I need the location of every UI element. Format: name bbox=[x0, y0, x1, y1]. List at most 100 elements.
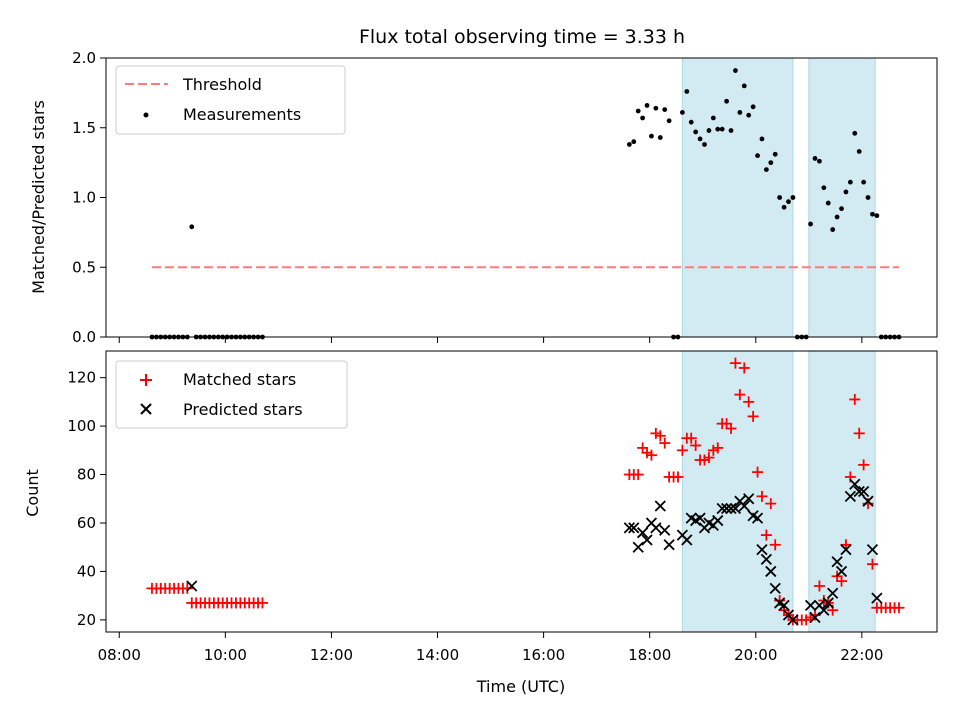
bottom-legend: Matched stars Predicted stars bbox=[115, 360, 348, 429]
measurement-point bbox=[684, 89, 690, 94]
measurements-points bbox=[149, 68, 902, 340]
bottom-y-ticks: 20 40 60 80 100 120 bbox=[67, 369, 106, 629]
legend-matched-label: Matched stars bbox=[183, 370, 296, 389]
predicted-star-point bbox=[186, 580, 198, 592]
predicted-star-point bbox=[827, 587, 839, 599]
bottom-y-tick-label: 120 bbox=[67, 369, 96, 387]
predicted-star-point bbox=[840, 544, 852, 556]
measurement-point bbox=[724, 98, 729, 104]
legend-measurements-swatch bbox=[143, 112, 149, 118]
top-chart-title: Flux total observing time = 3.33 h bbox=[359, 26, 685, 48]
shaded-interval-2 bbox=[808, 57, 876, 338]
matched-star-point bbox=[853, 427, 865, 439]
top-y-tick-label: 1.5 bbox=[72, 119, 96, 137]
predicted-star-point bbox=[654, 500, 666, 512]
measurement-point bbox=[728, 128, 734, 133]
legend-predicted-label: Predicted stars bbox=[183, 400, 303, 419]
top-y-axis-label: Matched/Predicted stars bbox=[29, 100, 48, 294]
measurement-point bbox=[697, 136, 703, 142]
measurement-point bbox=[710, 115, 716, 121]
measurement-point bbox=[843, 189, 849, 195]
bottom-y-tick-label: 60 bbox=[77, 514, 96, 532]
measurement-point bbox=[839, 206, 844, 212]
top-panel: 0.00.51.01.52.0 Matched/Predicted stars … bbox=[29, 49, 938, 346]
top-x-ticks bbox=[118, 337, 863, 343]
bottom-x-ticks: 08:00 10:00 12:00 14:00 16:00 18:00 20:00 22:00 bbox=[98, 632, 883, 664]
measurement-point bbox=[808, 221, 813, 227]
measurement-point bbox=[755, 153, 760, 159]
bottom-axes-frame bbox=[105, 350, 938, 633]
matched-star-point bbox=[893, 602, 905, 614]
measurement-point bbox=[790, 195, 796, 200]
top-y-tick-label: 1.0 bbox=[72, 189, 96, 207]
measurement-point bbox=[706, 128, 712, 133]
predicted-star-point bbox=[822, 597, 834, 609]
measurement-point bbox=[825, 200, 831, 206]
measurement-point bbox=[865, 195, 871, 200]
predicted-star-point bbox=[818, 604, 830, 616]
measurement-point bbox=[777, 195, 783, 200]
bottom-x-tick-label: 18:00 bbox=[628, 646, 671, 664]
matched-star-point bbox=[734, 389, 746, 401]
measurement-point bbox=[631, 139, 637, 145]
matched-star-point bbox=[632, 469, 644, 481]
predicted-star-point bbox=[787, 614, 799, 626]
measurement-point bbox=[189, 224, 195, 230]
predicted-star-point bbox=[849, 478, 861, 490]
matched-star-point bbox=[756, 490, 768, 502]
matched-stars-points bbox=[146, 357, 905, 626]
measurement-point bbox=[653, 105, 659, 111]
predicted-star-point bbox=[756, 544, 768, 556]
measurement-point bbox=[737, 110, 743, 115]
measurement-point bbox=[852, 130, 858, 136]
predicted-star-point bbox=[738, 500, 750, 512]
predicted-star-point bbox=[720, 502, 733, 515]
matched-star-point bbox=[676, 444, 688, 456]
measurement-point bbox=[812, 156, 818, 161]
measurement-point bbox=[874, 213, 880, 219]
measurement-point bbox=[702, 142, 707, 147]
matched-star-point bbox=[729, 357, 741, 369]
measurement-point bbox=[693, 129, 699, 135]
measurement-point bbox=[870, 211, 875, 217]
measurement-point bbox=[821, 185, 827, 191]
measurement-point bbox=[763, 167, 769, 173]
matched-star-point bbox=[256, 597, 268, 609]
matched-star-point bbox=[725, 423, 737, 435]
measurement-point bbox=[719, 126, 725, 132]
top-y-tick-label: 0.5 bbox=[72, 258, 96, 276]
measurement-point bbox=[715, 126, 721, 132]
matched-star-point bbox=[858, 459, 870, 471]
measurement-point bbox=[750, 104, 756, 110]
measurement-point bbox=[861, 179, 867, 185]
predicted-stars-points bbox=[186, 478, 883, 626]
bottom-y-tick-label: 100 bbox=[67, 417, 96, 435]
measurement-point bbox=[772, 151, 778, 157]
bottom-y-tick-label: 20 bbox=[77, 611, 96, 629]
measurement-point bbox=[688, 119, 694, 125]
measurement-point bbox=[640, 115, 646, 121]
matched-star-point bbox=[712, 442, 724, 454]
bottom-legend-box bbox=[115, 360, 348, 429]
bottom-x-tick-label: 12:00 bbox=[310, 646, 353, 664]
predicted-star-point bbox=[681, 534, 693, 546]
bottom-x-tick-label: 20:00 bbox=[734, 646, 777, 664]
predicted-star-point bbox=[866, 544, 879, 556]
predicted-star-point bbox=[769, 582, 781, 595]
matched-star-point bbox=[738, 362, 750, 374]
legend-measurements-label: Measurements bbox=[183, 105, 301, 124]
matched-star-point bbox=[181, 582, 193, 594]
predicted-star-point bbox=[729, 502, 742, 515]
legend-threshold-label: Threshold bbox=[182, 75, 262, 94]
matched-star-point bbox=[760, 529, 772, 541]
measurement-point bbox=[817, 158, 822, 164]
measurement-point bbox=[626, 142, 632, 147]
measurement-point bbox=[649, 133, 654, 139]
predicted-star-point bbox=[725, 502, 737, 515]
matched-star-point bbox=[659, 437, 671, 449]
predicted-star-point bbox=[857, 485, 870, 498]
predicted-star-point bbox=[636, 527, 649, 539]
matched-star-point bbox=[836, 575, 848, 587]
measurement-point bbox=[666, 118, 672, 124]
predicted-star-point bbox=[650, 522, 662, 534]
